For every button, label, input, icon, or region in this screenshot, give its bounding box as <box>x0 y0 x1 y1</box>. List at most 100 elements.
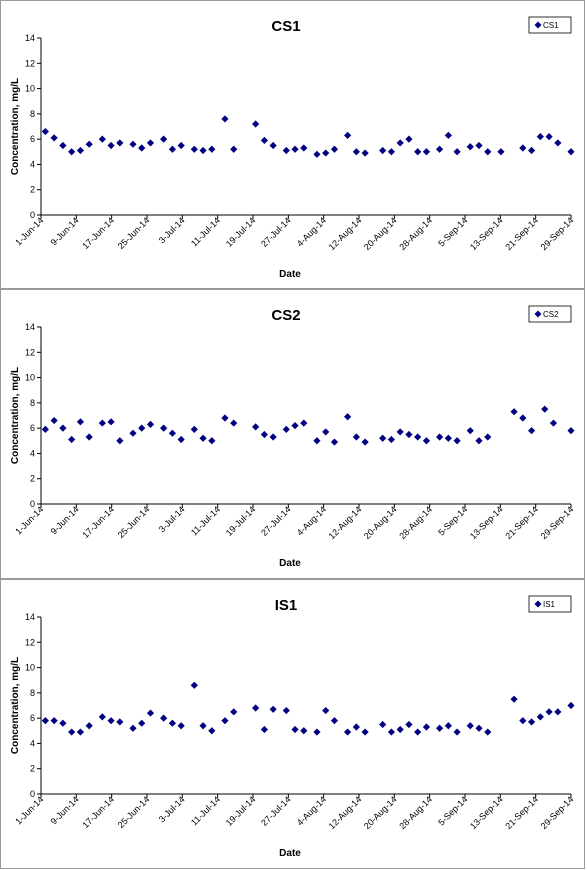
y-tick-label: 6 <box>30 423 35 433</box>
data-point <box>497 148 505 156</box>
data-point <box>50 134 58 142</box>
data-point <box>300 419 308 427</box>
data-point <box>116 718 124 726</box>
data-point <box>536 133 544 141</box>
data-point <box>138 424 146 432</box>
data-point <box>208 437 216 445</box>
data-point <box>466 722 474 730</box>
y-tick-label: 4 <box>30 738 35 748</box>
x-axis-label: Date <box>279 848 301 859</box>
data-point <box>352 723 360 731</box>
data-point <box>405 430 413 439</box>
data-point <box>453 437 461 445</box>
data-point <box>208 727 216 735</box>
data-point <box>344 413 352 421</box>
legend-box <box>528 595 572 613</box>
data-point <box>59 141 67 150</box>
data-point <box>519 717 527 725</box>
data-point <box>50 717 58 725</box>
data-point <box>519 144 527 152</box>
data-point <box>541 405 549 413</box>
y-tick-label: 8 <box>30 109 35 119</box>
data-point <box>230 145 238 153</box>
y-tick-label: 12 <box>25 637 35 647</box>
x-tick-label: 3-Jul-14 <box>157 794 187 824</box>
data-point <box>567 427 575 435</box>
y-tick-label: 6 <box>30 134 35 144</box>
data-point <box>300 727 308 735</box>
x-tick-label: 27-Jul-14 <box>259 215 293 249</box>
data-point <box>387 728 396 736</box>
data-point <box>98 713 106 721</box>
data-point <box>484 728 492 736</box>
x-tick-label: 29-Sep-14 <box>539 504 576 541</box>
chart-cs1: CS1 CS1 0 2 4 6 8 10 12 14 1-Jun-14 9-Jun-14 17-Jun-… <box>10 16 575 280</box>
data-point <box>414 148 422 156</box>
legend-marker <box>534 21 542 29</box>
data-point <box>484 148 492 156</box>
data-point <box>475 724 483 732</box>
legend-label: CS1 <box>543 21 559 30</box>
data-point <box>260 725 268 734</box>
data-point <box>567 701 575 710</box>
x-tick-label: 13-Sep-14 <box>468 504 505 541</box>
data-point <box>554 708 562 716</box>
data-point <box>168 145 177 153</box>
data-point <box>567 148 575 156</box>
chart-panel-is1: IS1 IS1 0 2 4 6 8 10 12 14 1-Jun-14 9-Jun-14 17-Jun-… <box>0 579 585 869</box>
data-point <box>68 728 76 736</box>
data-point <box>85 722 93 730</box>
y-axis-label: Concentration, mg/L <box>10 78 21 175</box>
data-point <box>475 141 483 150</box>
data-point <box>221 414 229 422</box>
data-point <box>554 139 562 147</box>
data-point <box>435 433 444 441</box>
chart-title: IS1 <box>275 597 298 614</box>
data-point <box>199 434 207 442</box>
x-tick-label: 28-Aug-14 <box>397 504 434 541</box>
data-point <box>269 433 277 441</box>
data-point <box>160 424 168 432</box>
x-tick-label: 12-Aug-14 <box>327 215 364 252</box>
data-point <box>549 419 558 427</box>
data-point <box>208 145 216 153</box>
data-point <box>330 438 339 446</box>
data-point <box>269 141 277 150</box>
x-tick-label: 21-Sep-14 <box>503 504 540 541</box>
data-point <box>41 425 49 434</box>
x-tick-label: 9-Jun-14 <box>49 215 81 247</box>
data-point <box>453 148 461 156</box>
data-point <box>98 419 106 427</box>
data-point <box>352 433 360 441</box>
data-point <box>510 408 518 416</box>
data-point <box>138 719 146 727</box>
data-point <box>252 423 260 431</box>
data-point <box>41 127 49 136</box>
data-point <box>199 146 207 155</box>
data-point <box>527 427 536 435</box>
data-point <box>379 434 387 442</box>
data-point <box>168 719 177 727</box>
data-point <box>76 418 85 426</box>
data-point <box>85 140 93 148</box>
x-tick-label: 1-Jun-14 <box>13 504 45 536</box>
x-tick-label: 1-Jun-14 <box>13 215 45 247</box>
legend: CS1 <box>528 16 572 34</box>
x-tick-label: 4-Aug-14 <box>295 794 328 827</box>
data-point <box>41 717 49 725</box>
x-tick-label: 28-Aug-14 <box>397 215 434 252</box>
data-point <box>107 418 115 426</box>
x-tick-label: 13-Sep-14 <box>468 215 505 252</box>
data-point <box>50 416 58 425</box>
data-point <box>168 429 177 437</box>
x-axis-label: Date <box>279 269 301 280</box>
data-point <box>138 144 146 152</box>
data-point <box>129 724 137 732</box>
x-tick-label: 4-Aug-14 <box>295 504 328 537</box>
data-point <box>160 135 168 143</box>
chart-title: CS1 <box>271 18 300 35</box>
x-tick-label: 5-Sep-14 <box>436 794 469 827</box>
legend: CS2 <box>528 305 572 323</box>
data-point <box>330 717 339 725</box>
data-point <box>444 131 452 139</box>
